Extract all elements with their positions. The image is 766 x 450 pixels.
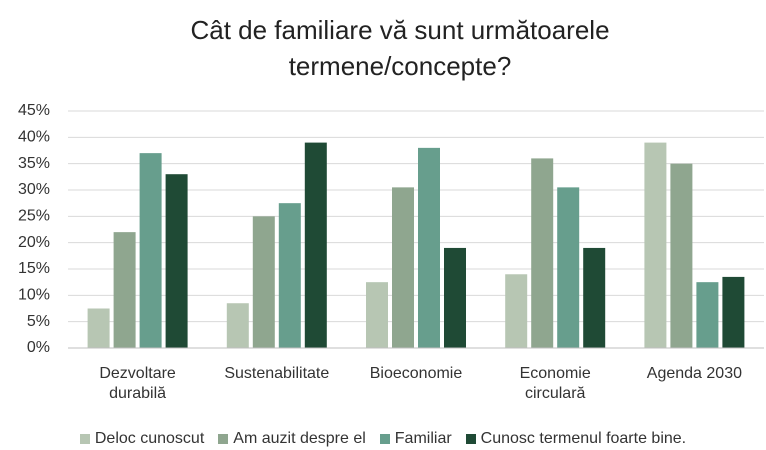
bar — [418, 147, 440, 348]
y-tick-label: 45% — [18, 102, 50, 119]
legend-item: Deloc cunoscut — [79, 430, 205, 448]
x-tick-label: Dezvoltare durabilă — [99, 365, 176, 402]
bar — [722, 276, 745, 348]
y-tick-label: 10% — [18, 287, 50, 304]
legend-label: Familiar — [394, 430, 452, 447]
bar — [87, 308, 110, 348]
bar — [696, 282, 719, 348]
bar — [505, 274, 528, 348]
legend-label: Cunosc termenul foarte bine. — [480, 430, 687, 447]
x-tick-label: Bioeconomie — [369, 365, 463, 382]
legend-label: Deloc cunoscut — [94, 430, 205, 447]
x-tick-label: Sustenabilitate — [224, 365, 330, 382]
bar — [444, 247, 466, 348]
bar — [644, 142, 667, 348]
y-tick-label: 40% — [18, 129, 50, 146]
legend-label: Am auzit despre el — [233, 430, 366, 447]
bar — [226, 303, 249, 348]
legend-swatch — [465, 434, 476, 444]
legend: Deloc cunoscut Am auzit despre el Familiar… — [0, 430, 766, 448]
legend-item: Familiar — [379, 430, 452, 448]
x-tick-label: Economie circulară — [519, 365, 591, 402]
bar — [139, 153, 162, 348]
bar — [366, 282, 388, 348]
y-tick-label: 35% — [18, 155, 50, 172]
bar — [670, 163, 693, 348]
x-tick-label: Agenda 2030 — [646, 365, 742, 382]
bar — [583, 247, 606, 348]
bar — [392, 187, 414, 348]
bar — [278, 203, 301, 348]
legend-item: Cunosc termenul foarte bine. — [465, 430, 687, 448]
chart-title: Cât de familiare vă sunt următoarele ter… — [190, 15, 610, 81]
bar — [557, 187, 580, 348]
bar — [252, 216, 275, 348]
y-tick-label: 0% — [27, 339, 50, 356]
legend-swatch — [79, 434, 90, 444]
y-tick-label: 30% — [18, 181, 50, 198]
y-tick-label: 15% — [18, 260, 50, 277]
legend-item: Am auzit despre el — [218, 430, 366, 448]
bar — [304, 142, 327, 348]
legend-swatch — [218, 434, 229, 444]
y-tick-label: 25% — [18, 208, 50, 225]
bar — [165, 174, 188, 348]
y-tick-label: 20% — [18, 234, 50, 251]
legend-swatch — [379, 434, 390, 444]
bar — [531, 158, 554, 348]
bar — [113, 232, 136, 348]
y-tick-label: 5% — [27, 313, 50, 330]
